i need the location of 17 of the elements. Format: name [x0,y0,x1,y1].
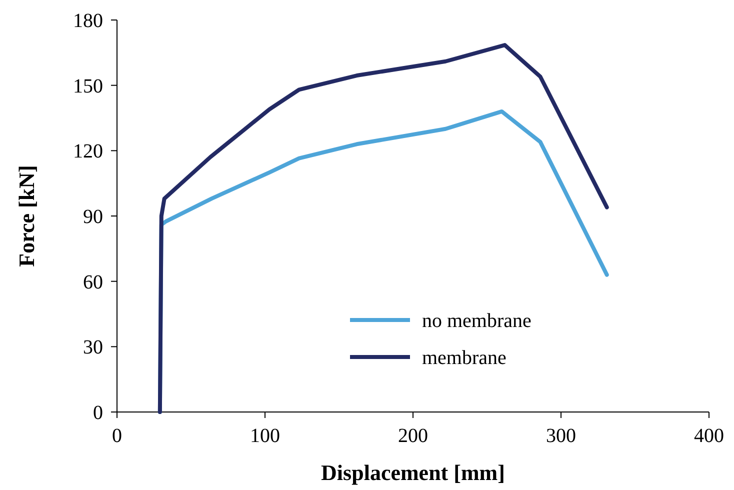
x-tick-label: 300 [546,425,576,447]
y-tick-label: 0 [93,402,103,424]
legend-label: no membrane [422,310,532,332]
y-tick-label: 60 [83,271,103,294]
x-tick-label: 400 [694,425,724,447]
y-tick-label: 120 [73,140,103,163]
x-tick-label: 200 [398,425,428,447]
y-tick-label: 150 [73,75,103,98]
x-axis-title: Displacement [mm] [321,460,505,485]
y-tick-label: 180 [73,10,103,32]
y-tick-label: 90 [83,206,103,228]
line-series [158,43,609,414]
y-tick-label: 30 [83,336,103,359]
legend-label: membrane [422,347,507,369]
x-tick-label: 100 [250,425,280,447]
y-axis-title: Force [kN] [14,165,39,267]
x-tick-label: 0 [112,425,122,447]
